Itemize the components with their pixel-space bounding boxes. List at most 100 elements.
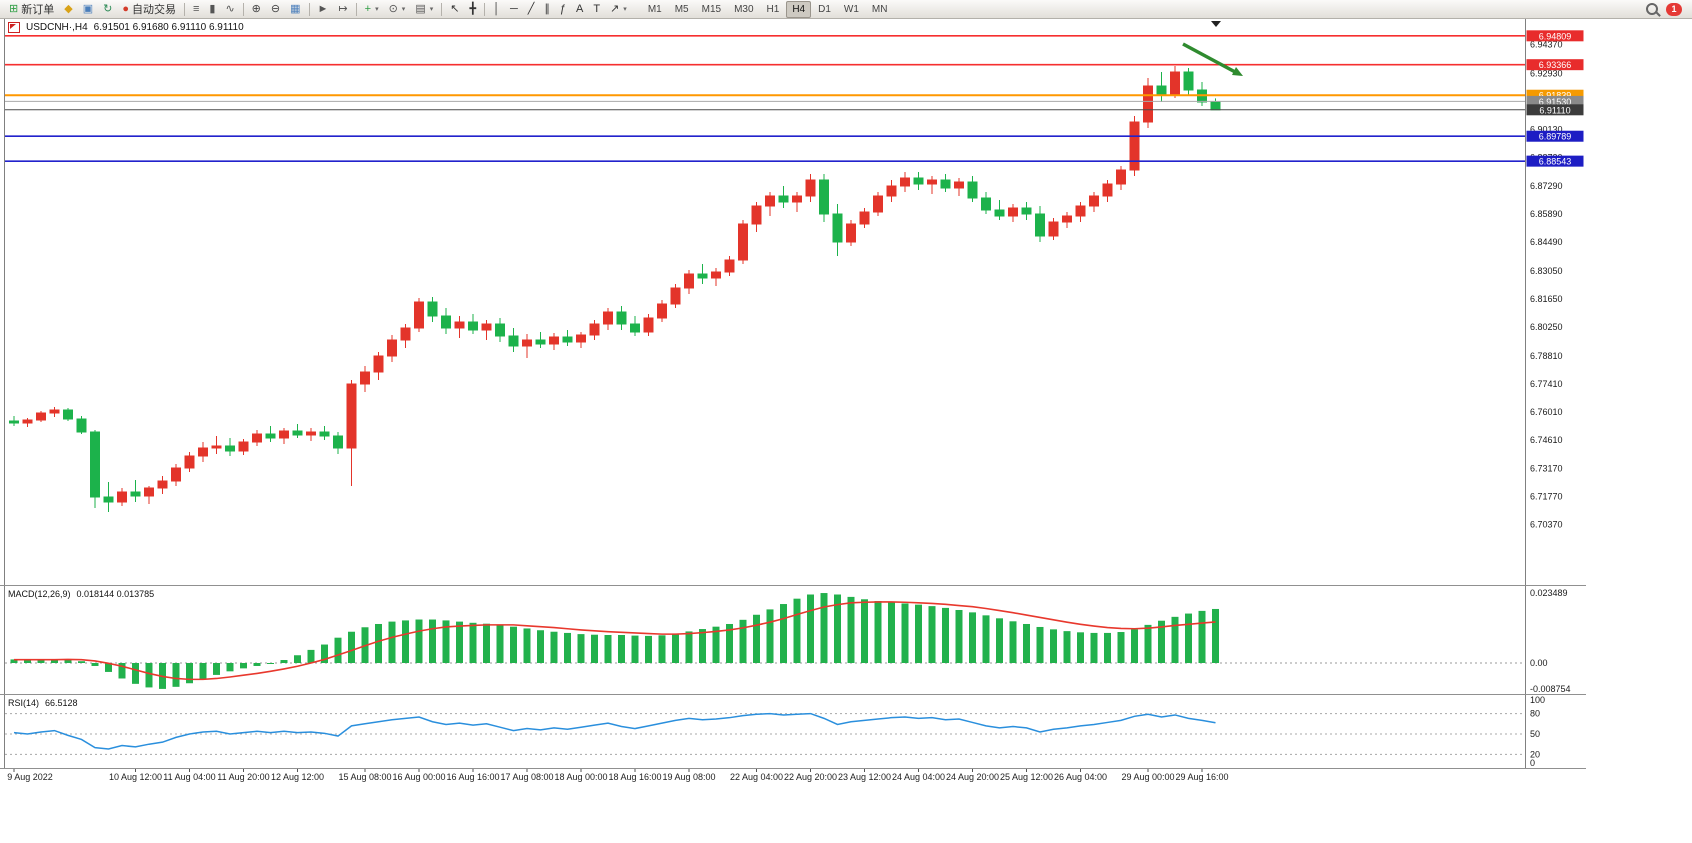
zoom-out-icon: ⊖ [270, 2, 281, 15]
candle-body [535, 339, 546, 345]
channel-icon: ∥ [544, 2, 550, 15]
price-tick-label: 6.80250 [1530, 322, 1563, 332]
price-badge: 6.94809 [1526, 30, 1584, 42]
chart-end-marker[interactable] [1211, 21, 1221, 27]
candle-body [927, 179, 937, 185]
chart-wizard-button[interactable]: ◆ [59, 0, 77, 19]
candle-body [184, 455, 195, 469]
timeframe-m30-button[interactable]: M30 [734, 3, 754, 15]
price-badge: 6.91110 [1526, 104, 1584, 116]
zoom-out-button[interactable]: ⊖ [266, 0, 285, 19]
cursor-button[interactable]: ↖ [445, 0, 464, 19]
time-axis-label: 23 Aug 12:00 [837, 772, 892, 782]
price-tick-label: 6.92930 [1530, 68, 1563, 78]
search-icon[interactable] [1646, 3, 1658, 15]
time-axis-label: 9 Aug 2022 [7, 772, 53, 782]
label-button[interactable]: T [588, 0, 605, 19]
candlestick-chart-icon: ▮ [209, 2, 216, 15]
new-order-button[interactable]: ⊞ 新订单 [4, 0, 59, 19]
time-axis[interactable]: 9 Aug 2022 10 Aug 12:00 11 Aug 04:00 11 Aug… [0, 772, 1586, 786]
svg-text:6.91110: 6.91110 [1539, 105, 1570, 115]
time-axis-label: 12 Aug 12:00 [270, 772, 325, 782]
timeframe-h4-button[interactable]: H4 [786, 0, 812, 18]
templates-button[interactable]: ▤ ▾ [410, 0, 438, 19]
timeframe-m1-button[interactable]: M1 [647, 3, 662, 15]
timeframe-h1-button[interactable]: H1 [766, 3, 780, 15]
trend-arrow-annotation[interactable] [1182, 42, 1238, 75]
toolbar-separator [355, 2, 357, 16]
vertical-line-button[interactable]: │ [488, 0, 505, 19]
line-chart-button[interactable]: ∿ [220, 0, 239, 19]
toolbar-separator [441, 2, 443, 16]
timeframe-mn-button[interactable]: MN [871, 3, 888, 15]
auto-scroll-icon: ► [317, 2, 329, 15]
arrows-button[interactable]: ↗ ▾ [605, 0, 632, 19]
time-axis-label: 19 Aug 08:00 [662, 772, 716, 782]
candlestick-chart-button[interactable]: ▮ [204, 0, 220, 19]
macd-histogram [10, 593, 1219, 689]
zoom-in-icon: ⊕ [251, 2, 261, 15]
chart-window-icon [8, 22, 20, 33]
price-tick-label: 6.78810 [1530, 351, 1563, 361]
toolbar-right: 1 [1646, 2, 1688, 16]
refresh-button[interactable]: ↻ [98, 0, 117, 19]
text-button[interactable]: A [571, 0, 588, 19]
toolbar-buttons: ⊞ 新订单 ◆ ▣ ↻ ● 自动交易 ≡ ▮ ∿ ⊕ ⊖ ▦ ► ↦ + ▾ ⊙ ▾ ▤ ▾ ↖ ╋ │ ─ ╱ ∥ ƒ A T ↗ ▾ [4, 0, 632, 19]
rsi-scale-label: 50 [1530, 729, 1540, 739]
time-axis-label: 16 Aug 00:00 [392, 772, 446, 782]
tile-windows-button[interactable]: ▦ [285, 0, 305, 19]
candle-body [157, 480, 168, 489]
candle-body [886, 185, 897, 197]
candle-body [1089, 195, 1099, 207]
toolbar-separator [183, 2, 185, 16]
candle-body [1156, 85, 1167, 95]
candle-body [967, 181, 978, 199]
timeframe-m15-button[interactable]: M15 [701, 3, 722, 15]
candle-body [1129, 121, 1140, 171]
candle-body [225, 445, 235, 452]
periods-button[interactable]: ⊙ ▾ [384, 0, 411, 19]
candle-body [981, 197, 991, 211]
candle-body [1062, 215, 1072, 223]
macd-values: 0.018144 0.013785 [76, 589, 155, 599]
timeframe-m5-button[interactable]: M5 [674, 3, 689, 15]
timeframe-w1-button[interactable]: W1 [843, 3, 859, 15]
fibonacci-button[interactable]: ƒ [555, 0, 571, 19]
trendline-button[interactable]: ╱ [523, 0, 540, 19]
candle-body [589, 323, 600, 336]
zoom-in-button[interactable]: ⊕ [247, 0, 266, 19]
candle-body [454, 321, 465, 329]
candle-body [373, 355, 384, 373]
macd-scale-label: -0.008754 [1530, 684, 1571, 694]
candle-body [643, 317, 654, 333]
profiles-button[interactable]: ▣ [78, 0, 98, 19]
candle-body [792, 195, 802, 203]
indicators-button[interactable]: + ▾ [360, 0, 384, 19]
text-icon: A [576, 2, 584, 15]
horizontal-line-button[interactable]: ─ [505, 0, 523, 19]
auto-scroll-button[interactable]: ► [313, 0, 334, 19]
bar-chart-button[interactable]: ≡ [188, 0, 204, 19]
candle-body [738, 223, 748, 261]
add-indicator-icon: + [364, 2, 372, 15]
crosshair-button[interactable]: ╋ [464, 0, 481, 19]
time-axis-label: 11 Aug 04:00 [163, 772, 216, 782]
candle-body [144, 487, 154, 497]
price-badge: 6.88543 [1526, 155, 1584, 167]
notification-badge[interactable]: 1 [1666, 2, 1682, 16]
svg-text:6.89789: 6.89789 [1539, 132, 1572, 142]
candle-body [508, 335, 519, 347]
price-badge: 6.91530 [1526, 95, 1584, 107]
candle-body [414, 301, 424, 329]
candle-body [265, 433, 276, 439]
auto-trading-button[interactable]: ● 自动交易 [117, 0, 181, 19]
arrows-icon: ↗ [610, 2, 620, 15]
timeframe-d1-button[interactable]: D1 [818, 3, 831, 15]
channel-button[interactable]: ∥ [539, 0, 555, 19]
chart-shift-button[interactable]: ↦ [333, 0, 352, 19]
candle-body [846, 223, 856, 243]
macd-title: MACD(12,26,9) [8, 589, 71, 599]
candle-body [832, 213, 843, 243]
tile-windows-icon: ▦ [290, 2, 301, 15]
